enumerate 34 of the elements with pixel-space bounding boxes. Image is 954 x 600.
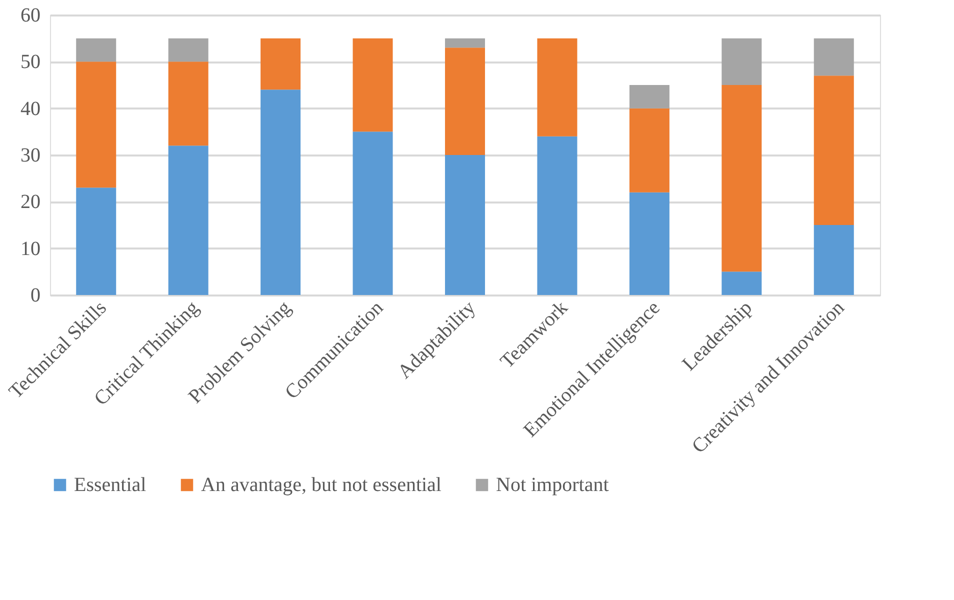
bar [352,132,393,295]
bar [814,225,854,295]
bar [537,136,578,295]
bar [445,48,485,155]
y-tick-label: 30 [20,144,40,166]
y-tick-label: 40 [20,98,40,120]
y-tick-label: 0 [30,284,40,306]
bar [629,108,670,192]
bar [168,62,208,146]
bar [260,90,301,295]
legend-label: Not important [496,474,610,496]
bar [352,38,393,132]
bar [76,62,116,188]
bar [722,85,762,272]
y-tick-label: 20 [20,191,40,214]
legend-label: Essential [74,474,147,496]
bar [537,38,578,136]
bar [722,272,762,295]
bar [814,76,854,225]
y-tick-label: 50 [20,51,40,74]
y-tick-label: 10 [20,238,40,260]
bar [76,38,116,62]
bar [445,155,485,295]
bar [814,38,854,76]
bar [168,146,208,295]
bar [76,188,116,295]
bar [168,38,208,62]
y-tick-label: 60 [20,4,40,26]
bar [445,38,485,48]
bar [629,192,670,295]
legend-label: An avantage, but not essential [201,474,442,496]
bar [629,85,670,108]
bar [722,38,762,85]
bar [260,38,301,90]
